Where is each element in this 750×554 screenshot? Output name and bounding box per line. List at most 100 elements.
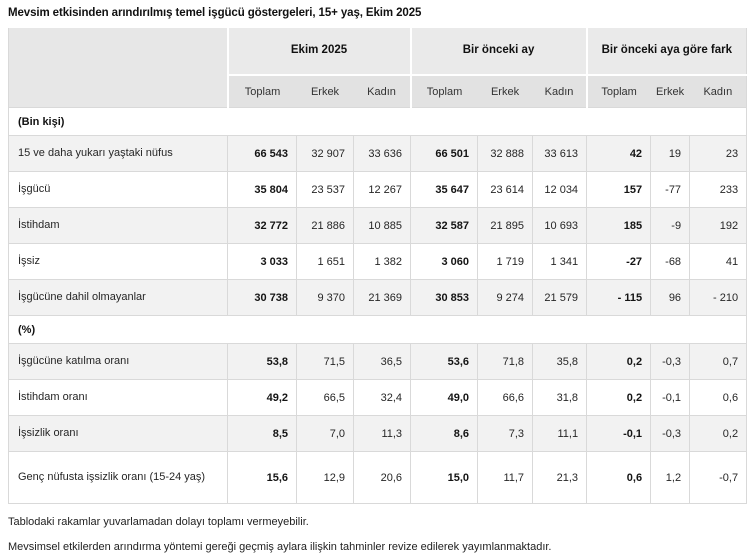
value-cell: 0,2 [586,379,651,416]
value-cell: 15,0 [410,451,478,504]
row-label: İstihdam [8,207,228,244]
col-header-toplam-2: Toplam [409,75,478,108]
row-label: İşsiz [8,243,228,280]
value-cell: -9 [650,207,690,244]
value-cell: 1 341 [532,243,587,280]
value-cell: 30 853 [410,279,478,316]
row-isgucu: İşgücü 35 804 23 537 12 267 35 647 23 61… [8,171,747,208]
value-cell: 35 804 [227,171,297,208]
col-header-erkek-2: Erkek [477,75,533,108]
row-label: İşgücü [8,171,228,208]
row-label: İşgücüne dahil olmayanlar [8,279,228,316]
value-cell: - 210 [689,279,747,316]
value-cell: 15,6 [227,451,297,504]
value-cell: 21 895 [477,207,533,244]
value-cell: 66 543 [227,135,297,172]
value-cell: -0,1 [650,379,690,416]
value-cell: 12 034 [532,171,587,208]
value-cell: 10 693 [532,207,587,244]
row-genc-nufusta-issizlik-orani: Genç nüfusta işsizlik oranı (15-24 yaş) … [8,451,747,504]
row-isgucune-katilma-orani: İşgücüne katılma oranı 53,8 71,5 36,5 53… [8,343,747,380]
col-group-bir-onceki-ay: Bir önceki ay [409,28,587,76]
value-cell: 30 738 [227,279,297,316]
col-group-ekim-2025: Ekim 2025 [227,28,411,76]
value-cell: 0,2 [689,415,747,452]
value-cell: 71,5 [296,343,354,380]
value-cell: 32 907 [296,135,354,172]
col-group-fark: Bir önceki aya göre fark [585,28,747,76]
footnotes: Tablodaki rakamlar yuvarlamadan dolayı t… [8,516,746,554]
value-cell: 19 [650,135,690,172]
row-isgucune-dahil-olmayanlar: İşgücüne dahil olmayanlar 30 738 9 370 2… [8,279,747,316]
value-cell: -0,3 [650,415,690,452]
row-label: İşsizlik oranı [8,415,228,452]
row-label: 15 ve daha yukarı yaştaki nüfus [8,135,228,172]
value-cell: 1,2 [650,451,690,504]
value-cell: 71,8 [477,343,533,380]
value-cell: 7,0 [296,415,354,452]
col-header-erkek-3: Erkek [650,75,690,108]
value-cell: 35,8 [532,343,587,380]
value-cell: -27 [586,243,651,280]
value-cell: 32,4 [352,379,411,416]
value-cell: 1 719 [477,243,533,280]
page-title: Mevsim etkisinden arındırılmış temel işg… [8,7,422,19]
value-cell: 32 888 [477,135,533,172]
row-nufus: 15 ve daha yukarı yaştaki nüfus 66 543 3… [8,135,747,172]
value-cell: 53,6 [410,343,478,380]
value-cell: 3 033 [227,243,297,280]
footnote-rounding: Tablodaki rakamlar yuvarlamadan dolayı t… [8,516,309,528]
row-issiz: İşsiz 3 033 1 651 1 382 3 060 1 719 1 34… [8,243,747,280]
value-cell: 96 [650,279,690,316]
col-header-kadin-2: Kadın [532,75,587,108]
value-cell: 9 370 [296,279,354,316]
labor-indicators-table: Ekim 2025 Bir önceki ay Bir önceki aya g… [8,28,748,504]
value-cell: 11,3 [352,415,411,452]
col-header-kadin-1: Kadın [353,75,411,108]
value-cell: -0,1 [586,415,651,452]
value-cell: 23 537 [296,171,354,208]
value-cell: 35 647 [410,171,478,208]
value-cell: 21 579 [532,279,587,316]
value-cell: 3 060 [410,243,478,280]
value-cell: - 115 [586,279,651,316]
value-cell: 32 587 [410,207,478,244]
value-cell: 185 [586,207,651,244]
row-issizlik-orani: İşsizlik oranı 8,5 7,0 11,3 8,6 7,3 11,1… [8,415,747,452]
value-cell: 1 651 [296,243,354,280]
value-cell: 8,6 [410,415,478,452]
value-cell: 12,9 [296,451,354,504]
sub-header-row: Toplam Erkek Kadın Toplam Erkek Kadın To… [9,75,747,108]
value-cell: 42 [586,135,651,172]
value-cell: 0,6 [586,451,651,504]
section-header-yuzde: (%) [8,315,747,344]
row-label: İşgücüne katılma oranı [8,343,228,380]
value-cell: 9 274 [477,279,533,316]
value-cell: -68 [650,243,690,280]
value-cell: 49,2 [227,379,297,416]
corner-cell [8,28,229,108]
value-cell: 0,7 [689,343,747,380]
value-cell: 157 [586,171,651,208]
value-cell: 33 636 [352,135,411,172]
value-cell: 0,6 [689,379,747,416]
value-cell: 23 614 [477,171,533,208]
value-cell: 1 382 [352,243,411,280]
value-cell: 21,3 [532,451,587,504]
section-header-bin-kisi: (Bin kişi) [8,107,747,136]
value-cell: 192 [689,207,747,244]
value-cell: 12 267 [352,171,411,208]
value-cell: 31,8 [532,379,587,416]
value-cell: 36,5 [352,343,411,380]
value-cell: -77 [650,171,690,208]
value-cell: 11,1 [532,415,587,452]
value-cell: 66,6 [477,379,533,416]
value-cell: 20,6 [352,451,411,504]
value-cell: 66 501 [410,135,478,172]
section-label: (%) [8,315,747,344]
col-header-kadin-3: Kadın [689,75,747,108]
value-cell: 41 [689,243,747,280]
col-header-toplam-3: Toplam [585,75,651,108]
value-cell: 32 772 [227,207,297,244]
